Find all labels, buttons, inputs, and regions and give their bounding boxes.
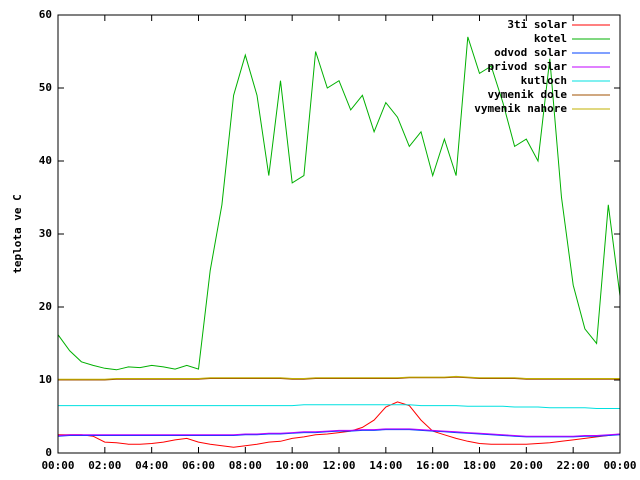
legend-label: vymenik dole bbox=[488, 88, 568, 101]
x-tick-label: 04:00 bbox=[135, 459, 168, 472]
legend-label: privod solar bbox=[488, 60, 568, 73]
series-line bbox=[58, 404, 620, 409]
y-axis-label: teplota ve C bbox=[11, 194, 24, 273]
legend-label: vymenik nahore bbox=[474, 102, 567, 115]
x-tick-label: 16:00 bbox=[416, 459, 449, 472]
plot-frame bbox=[57, 14, 621, 454]
x-tick-label: 18:00 bbox=[463, 459, 496, 472]
series-line bbox=[58, 401, 621, 448]
y-tick-label: 30 bbox=[39, 227, 52, 240]
legend-label: kotel bbox=[534, 32, 567, 45]
x-tick-label: 14:00 bbox=[369, 459, 402, 472]
x-tick-label: 00:00 bbox=[41, 459, 74, 472]
y-tick-label: 40 bbox=[39, 154, 52, 167]
x-tick-label: 06:00 bbox=[182, 459, 215, 472]
x-tick-label: 12:00 bbox=[322, 459, 355, 472]
x-tick-label: 00:00 bbox=[603, 459, 636, 472]
y-tick-label: 10 bbox=[39, 373, 52, 386]
legend-label: 3ti solar bbox=[507, 18, 567, 31]
y-tick-label: 60 bbox=[39, 8, 52, 21]
x-tick-label: 08:00 bbox=[229, 459, 262, 472]
legend-label: odvod solar bbox=[494, 46, 567, 59]
series-line bbox=[58, 375, 620, 380]
series-line bbox=[57, 36, 621, 371]
y-tick-label: 20 bbox=[39, 300, 52, 313]
y-tick-label: 0 bbox=[45, 446, 52, 459]
x-tick-label: 02:00 bbox=[88, 459, 121, 472]
x-tick-label: 10:00 bbox=[276, 459, 309, 472]
x-tick-label: 22:00 bbox=[557, 459, 590, 472]
x-tick-label: 20:00 bbox=[510, 459, 543, 472]
series-line bbox=[57, 428, 621, 437]
legend-label: kutloch bbox=[521, 74, 567, 87]
series-line bbox=[58, 376, 620, 381]
y-tick-label: 50 bbox=[39, 81, 52, 94]
series-line bbox=[57, 429, 621, 438]
